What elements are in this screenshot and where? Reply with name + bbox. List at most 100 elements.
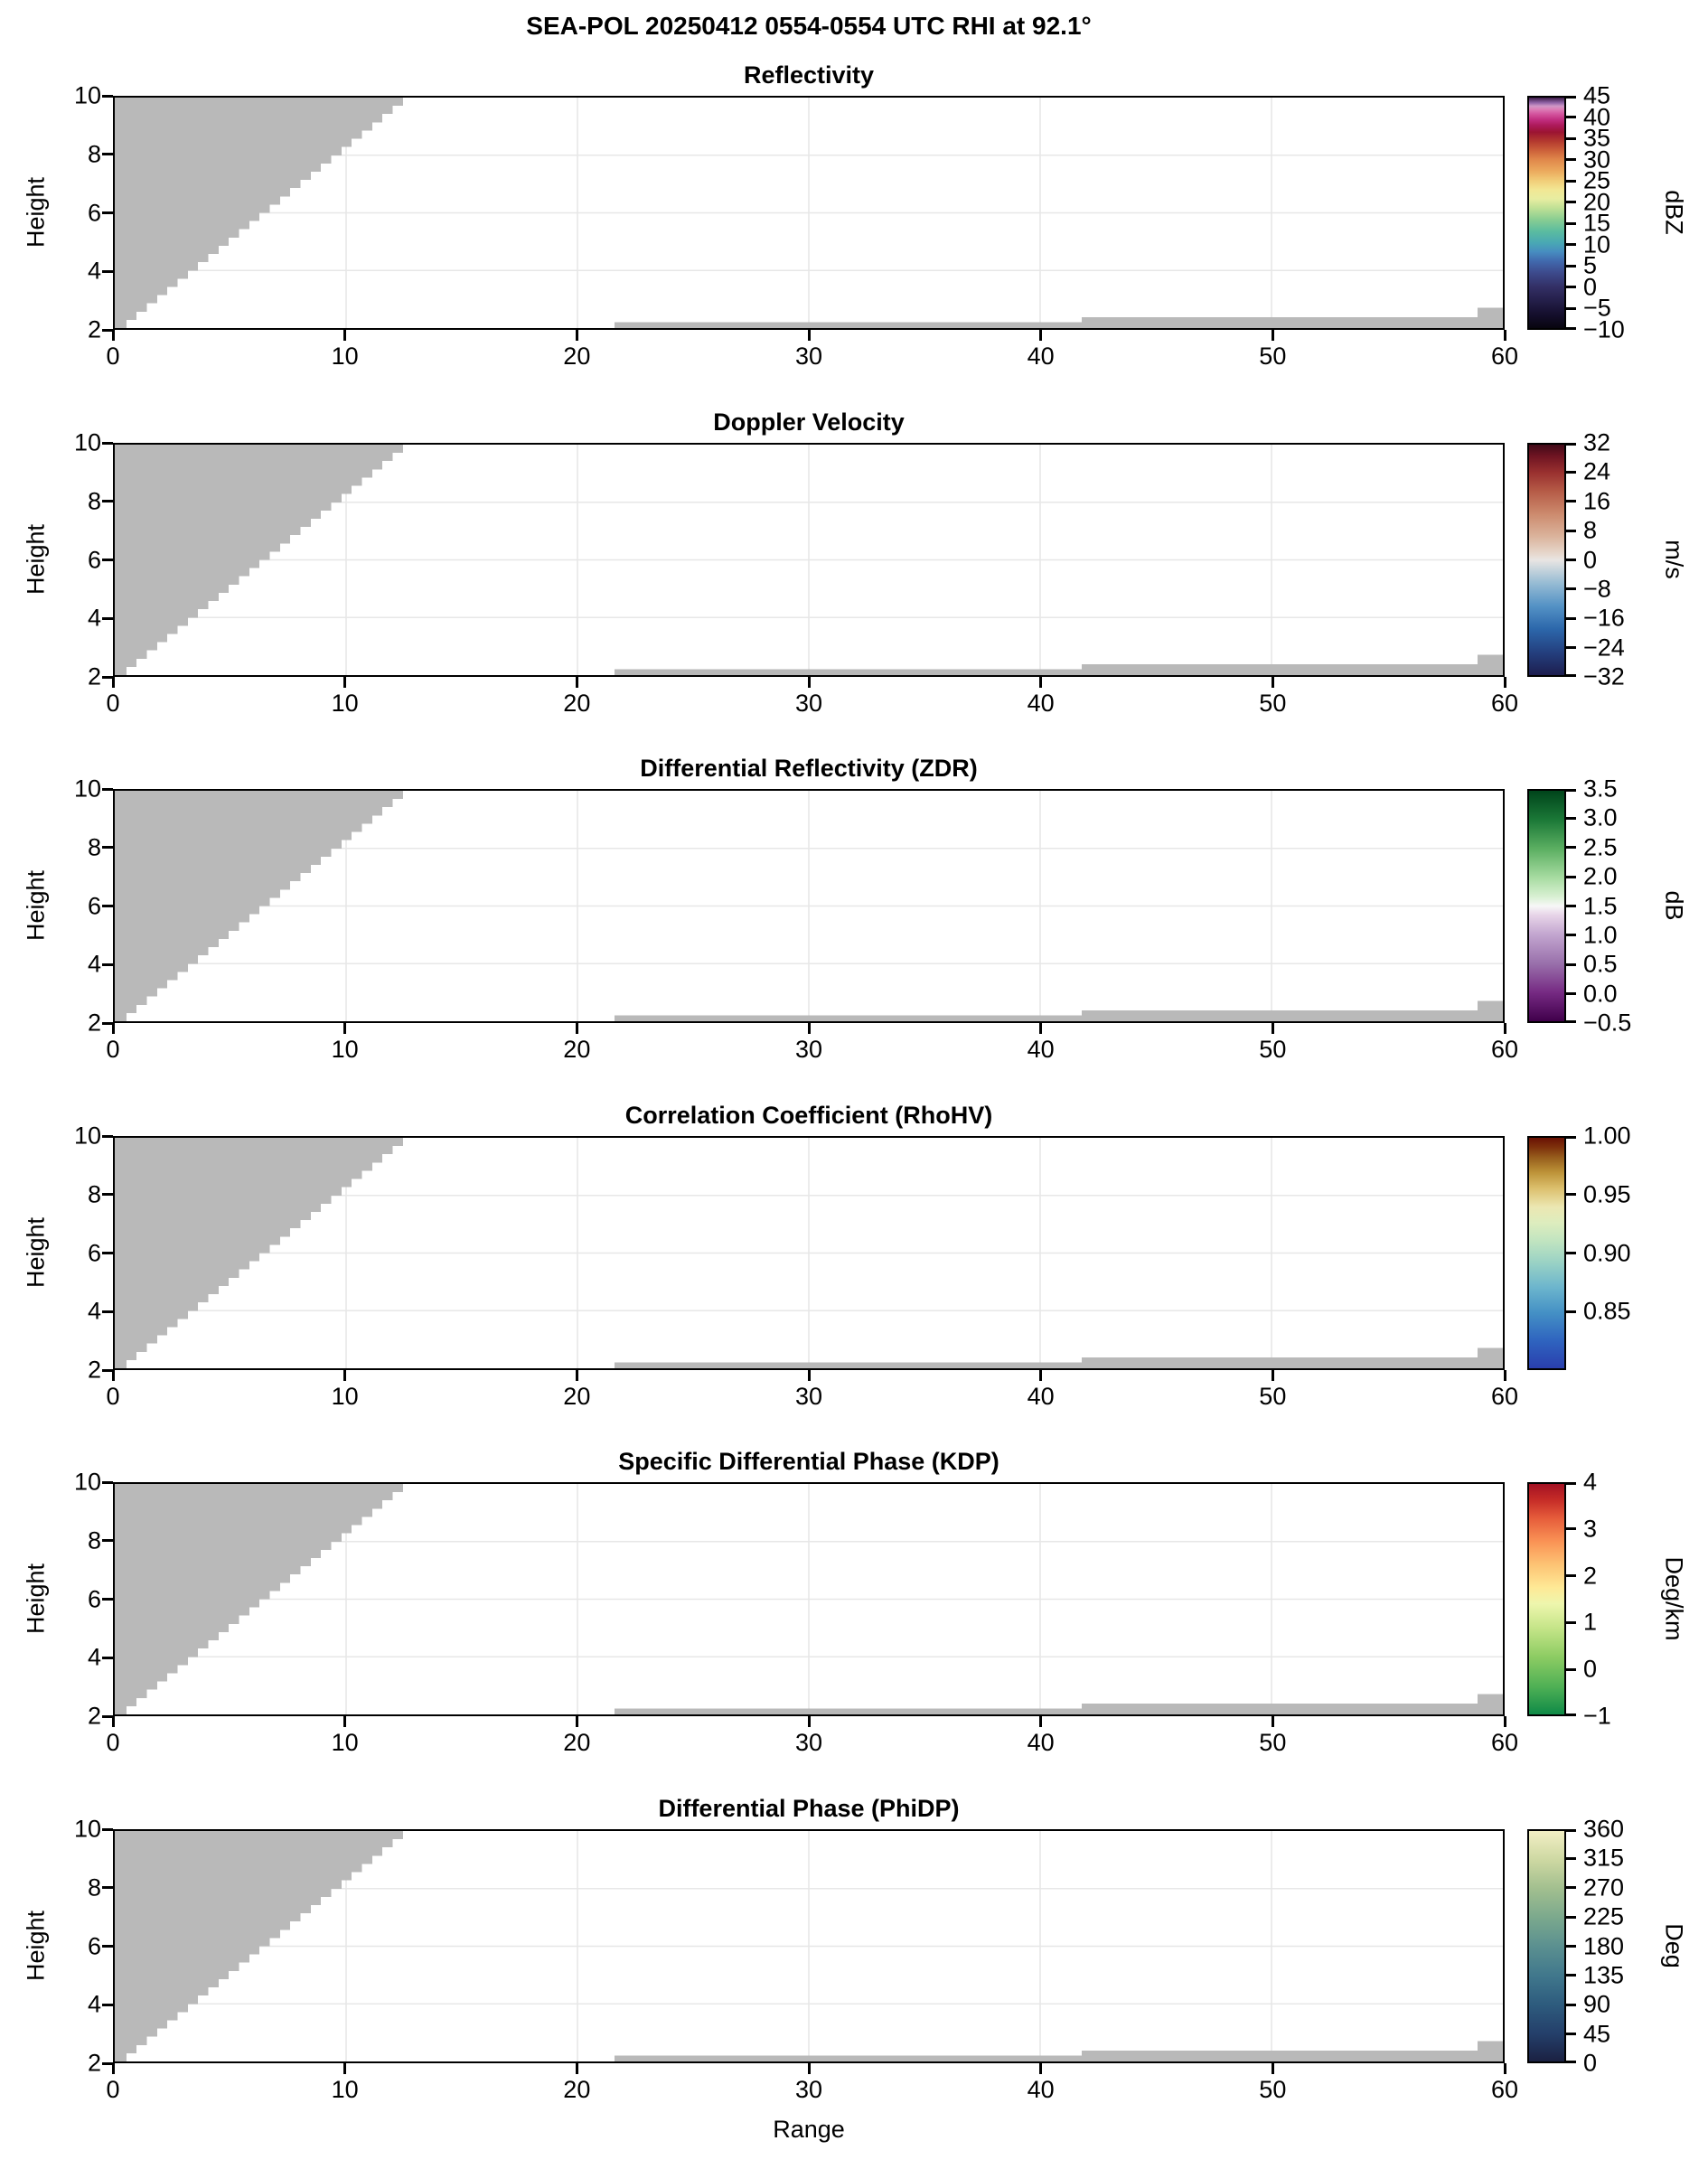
- colorbar-tick-label: 3: [1583, 1515, 1598, 1543]
- colorbar-tick-mark: [1566, 962, 1576, 966]
- x-tick-label: 30: [794, 2076, 823, 2103]
- colorbar-tick-mark: [1566, 306, 1576, 310]
- colorbar-tick-label: 0.90: [1583, 1239, 1631, 1266]
- x-tick-mark: [343, 2063, 347, 2074]
- y-tick-label: 6: [87, 892, 101, 919]
- x-tick-mark: [111, 677, 115, 688]
- colorbar-tick-label: 1.00: [1583, 1122, 1631, 1150]
- no-data-wedge: [115, 1138, 414, 1368]
- x-tick-mark: [1039, 1370, 1043, 1381]
- panel-title: Reflectivity: [743, 61, 875, 89]
- colorbar: [1527, 789, 1566, 1023]
- x-tick-label: 10: [331, 2076, 359, 2103]
- y-tick-mark: [102, 1656, 113, 1659]
- x-tick-mark: [111, 2063, 115, 2074]
- y-tick-label: 10: [73, 428, 101, 456]
- panel-title: Specific Differential Phase (KDP): [618, 1448, 999, 1475]
- colorbar-tick-label: 360: [1583, 1815, 1625, 1843]
- x-tick-mark: [575, 2063, 578, 2074]
- x-tick-label: 40: [1027, 343, 1055, 370]
- colorbar-tick-label: 0.85: [1583, 1297, 1631, 1325]
- colorbar-tick-label: 24: [1583, 457, 1611, 485]
- plot-area: [113, 1136, 1505, 1370]
- x-tick-mark: [1503, 1716, 1506, 1727]
- colorbar: [1527, 1136, 1566, 1370]
- colorbar-tick-mark: [1566, 529, 1576, 532]
- colorbar-tick-label: 35: [1583, 124, 1611, 152]
- y-tick-mark: [102, 328, 113, 332]
- colorbar-unit-label: dB: [1660, 890, 1688, 921]
- colorbar: [1527, 1829, 1566, 2063]
- x-tick-mark: [343, 330, 347, 341]
- x-tick-label: 10: [331, 343, 359, 370]
- colorbar-tick-mark: [1566, 2003, 1576, 2006]
- colorbar-tick-label: 0.0: [1583, 980, 1618, 1008]
- colorbar-tick-mark: [1566, 1974, 1576, 1977]
- y-tick-label: 2: [87, 315, 101, 343]
- x-tick-label: 20: [563, 1383, 591, 1410]
- colorbar-tick-label: 0.95: [1583, 1180, 1631, 1208]
- x-tick-mark: [807, 1023, 811, 1034]
- y-tick-mark: [102, 500, 113, 503]
- rhi-plot-svg: [115, 98, 1503, 328]
- x-tick-label: 0: [106, 343, 120, 370]
- no-data-strip: [614, 1708, 1083, 1714]
- colorbar-tick-mark: [1566, 1136, 1576, 1139]
- figure-title: SEA-POL 20250412 0554-0554 UTC RHI at 92…: [526, 12, 1092, 40]
- colorbar-tick-mark: [1566, 1020, 1576, 1023]
- x-tick-mark: [1039, 1023, 1043, 1034]
- colorbar-tick-label: 15: [1583, 209, 1611, 237]
- colorbar-tick-label: −10: [1583, 315, 1625, 343]
- plot-area: [113, 443, 1505, 677]
- x-tick-mark: [807, 2063, 811, 2074]
- no-data-strip: [1477, 654, 1503, 675]
- colorbar-tick-mark: [1566, 789, 1576, 792]
- colorbar-tick-label: 0: [1583, 546, 1598, 573]
- no-data-wedge: [115, 98, 414, 328]
- x-tick-label: 50: [1259, 690, 1287, 717]
- colorbar-tick-label: 1.5: [1583, 892, 1618, 919]
- y-tick-label: 4: [87, 950, 101, 978]
- x-tick-label: 40: [1027, 1383, 1055, 1410]
- no-data-strip: [1477, 307, 1503, 328]
- colorbar-tick-mark: [1566, 116, 1576, 119]
- x-tick-mark: [1271, 330, 1274, 341]
- y-tick-label: 4: [87, 1643, 101, 1671]
- colorbar-tick-label: 0: [1583, 1655, 1598, 1683]
- y-tick-mark: [102, 1886, 113, 1890]
- x-tick-label: 20: [563, 1729, 591, 1756]
- panel-title: Doppler Velocity: [713, 408, 905, 436]
- colorbar-tick-label: 90: [1583, 1990, 1611, 2018]
- y-tick-label: 10: [73, 1468, 101, 1496]
- colorbar-tick-mark: [1566, 500, 1576, 503]
- y-tick-mark: [102, 1134, 113, 1138]
- y-tick-mark: [102, 616, 113, 620]
- colorbar-tick-label: −24: [1583, 634, 1625, 662]
- x-tick-label: 60: [1490, 690, 1519, 717]
- colorbar-tick-label: 16: [1583, 487, 1611, 515]
- x-tick-label: 30: [794, 343, 823, 370]
- colorbar-unit-label: Deg/km: [1660, 1556, 1688, 1641]
- colorbar-tick-mark: [1566, 992, 1576, 996]
- colorbar-tick-mark: [1566, 1193, 1576, 1197]
- colorbar-tick-label: 25: [1583, 166, 1611, 194]
- colorbar-tick-label: 8: [1583, 516, 1598, 544]
- colorbar-tick-mark: [1566, 816, 1576, 820]
- x-tick-label: 0: [106, 690, 120, 717]
- y-tick-mark: [102, 1598, 113, 1601]
- colorbar-unit-label: Deg: [1660, 1923, 1688, 1968]
- y-tick-mark: [102, 1021, 113, 1025]
- plot-area: [113, 96, 1505, 330]
- colorbar-tick-mark: [1566, 1527, 1576, 1531]
- x-tick-mark: [1039, 330, 1043, 341]
- colorbar-tick-label: 2.0: [1583, 862, 1618, 890]
- plot-area: [113, 1482, 1505, 1716]
- colorbar-tick-label: 3.5: [1583, 775, 1618, 803]
- no-data-strip: [1082, 1357, 1503, 1368]
- rhi-plot-svg: [115, 1831, 1503, 2061]
- colorbar-tick-label: −5: [1583, 294, 1611, 322]
- y-tick-label: 6: [87, 199, 101, 226]
- y-tick-label: 6: [87, 1932, 101, 1959]
- colorbar-tick-label: 30: [1583, 146, 1611, 174]
- y-tick-mark: [102, 1310, 113, 1313]
